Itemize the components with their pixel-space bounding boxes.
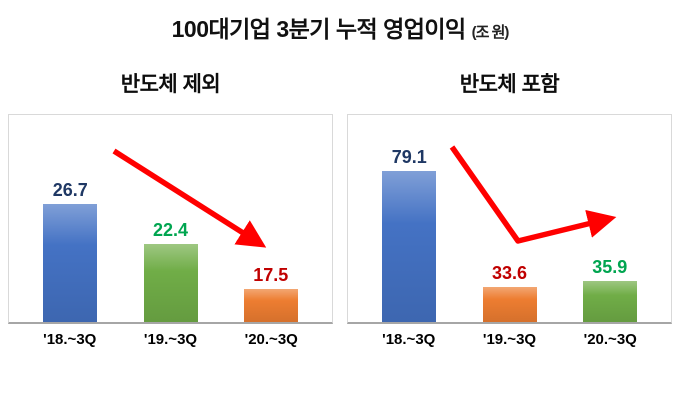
- bar-series: 79.1 33.6 35.9: [348, 115, 671, 322]
- chart-panels: 반도체 제외 26.7 22.4 17.5 '18.~3Q '19.~3Q '20.~3…: [0, 58, 680, 348]
- page-title: 100대기업 3분기 누적 영업이익 (조 원): [0, 10, 680, 44]
- unit-label: (조 원): [471, 24, 510, 41]
- page-title-text: 100대기업 3분기 누적 영업이익: [171, 16, 467, 42]
- category-axis: '18.~3Q '19.~3Q '20.~3Q: [347, 331, 672, 348]
- chart-subtitle: 반도체 제외: [120, 73, 221, 96]
- chart-panel-including-semiconductors: 반도체 포함 79.1 33.6 35.9 '18.~3Q '19.~3Q '20.~3…: [347, 58, 672, 348]
- bar: [582, 281, 637, 322]
- bar: [43, 204, 98, 322]
- category-label: '19.~3Q: [482, 331, 537, 348]
- bar-group: 79.1: [366, 147, 452, 322]
- bar: [143, 244, 198, 322]
- bar-group: 33.6: [467, 263, 553, 322]
- category-label: '20.~3Q: [583, 331, 637, 348]
- category-label: '18.~3Q: [382, 331, 436, 348]
- value-label: 79.1: [391, 147, 427, 167]
- plot-area: 26.7 22.4 17.5: [8, 114, 333, 324]
- bar: [482, 287, 537, 322]
- chart-subtitle: 반도체 포함: [459, 73, 560, 96]
- chart-figure: 100대기업 3분기 누적 영업이익 (조 원) 반도체 제외 26.7 22.4…: [0, 10, 680, 418]
- category-label: '19.~3Q: [143, 331, 198, 348]
- category-label: '20.~3Q: [244, 331, 298, 348]
- chart-panel-excluding-semiconductors: 반도체 제외 26.7 22.4 17.5 '18.~3Q '19.~3Q '20.~3…: [8, 58, 333, 348]
- value-label: 33.6: [491, 263, 528, 283]
- bar-group: 17.5: [228, 265, 314, 322]
- bar-group: 35.9: [567, 257, 653, 322]
- plot-area: 79.1 33.6 35.9: [347, 114, 672, 324]
- bar-group: 22.4: [128, 220, 214, 322]
- bar-group: 26.7: [27, 180, 113, 322]
- category-label: '18.~3Q: [43, 331, 97, 348]
- value-label: 26.7: [52, 180, 88, 200]
- value-label: 35.9: [592, 257, 628, 277]
- category-axis: '18.~3Q '19.~3Q '20.~3Q: [8, 331, 333, 348]
- bar-series: 26.7 22.4 17.5: [9, 115, 332, 322]
- bar: [243, 289, 298, 322]
- bar: [382, 171, 437, 322]
- value-label: 17.5: [253, 265, 289, 285]
- value-label: 22.4: [152, 220, 189, 240]
